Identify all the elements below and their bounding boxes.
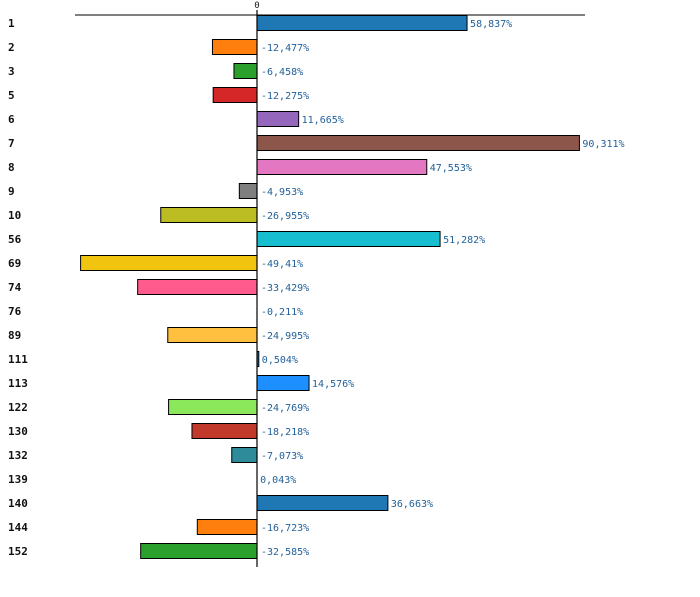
- bars-group: 1 58,837% 2 -12,477% 3 -6,458% 5 -12,275% 6 11,66…: [8, 15, 625, 559]
- bar: [191, 423, 258, 439]
- category-label: 132: [8, 449, 28, 462]
- value-label: -32,585%: [261, 547, 309, 558]
- value-label: -24,995%: [261, 331, 309, 342]
- value-label: -49,41%: [261, 259, 303, 270]
- bar: [256, 495, 389, 511]
- value-label: -16,723%: [261, 523, 309, 534]
- value-label: -33,429%: [261, 283, 309, 294]
- category-label: 6: [8, 113, 15, 126]
- bar: [256, 231, 441, 247]
- category-label: 56: [8, 233, 22, 246]
- bar: [167, 327, 258, 343]
- category-label: 89: [8, 329, 21, 342]
- bar: [137, 279, 258, 295]
- bar: [233, 63, 258, 79]
- bar: [212, 87, 258, 103]
- bar: [231, 447, 258, 463]
- bar: [256, 15, 468, 31]
- category-label: 1: [8, 17, 15, 30]
- value-label: -0,211%: [261, 307, 303, 318]
- category-label: 3: [8, 65, 15, 78]
- bar: [196, 519, 258, 535]
- category-label: 76: [8, 305, 22, 318]
- value-label: 58,837%: [470, 19, 512, 30]
- category-label: 111: [8, 353, 28, 366]
- category-label: 5: [8, 89, 15, 102]
- category-label: 122: [8, 401, 28, 414]
- value-label: 90,311%: [582, 139, 624, 150]
- value-label: 47,553%: [430, 163, 472, 174]
- category-label: 113: [8, 377, 28, 390]
- bar: [140, 543, 258, 559]
- value-label: 0,504%: [262, 355, 298, 366]
- category-label: 74: [8, 281, 22, 294]
- value-label: -24,769%: [261, 403, 309, 414]
- category-label: 10: [8, 209, 21, 222]
- bar: [256, 135, 580, 151]
- bar: [160, 207, 258, 223]
- bar: [168, 399, 258, 415]
- category-label: 7: [8, 137, 15, 150]
- value-label: -6,458%: [261, 67, 303, 78]
- category-label: 2: [8, 41, 15, 54]
- value-label: 14,576%: [312, 379, 354, 390]
- value-label: 51,282%: [443, 235, 485, 246]
- category-label: 140: [8, 497, 28, 510]
- category-label: 130: [8, 425, 28, 438]
- value-label: -4,953%: [261, 187, 303, 198]
- category-label: 152: [8, 545, 28, 558]
- value-label: -18,218%: [261, 427, 309, 438]
- value-label: -12,275%: [261, 91, 309, 102]
- value-label: 11,665%: [302, 115, 344, 126]
- value-label: -26,955%: [261, 211, 309, 222]
- bar: [238, 183, 258, 199]
- bar: [256, 111, 300, 127]
- bar: [80, 255, 258, 271]
- bar: [211, 39, 258, 55]
- category-label: 8: [8, 161, 15, 174]
- value-label: -7,073%: [261, 451, 303, 462]
- zero-tick-label: 0: [254, 1, 259, 11]
- category-label: 69: [8, 257, 21, 270]
- value-label: 0,043%: [260, 475, 296, 486]
- category-label: 144: [8, 521, 28, 534]
- bar: [256, 159, 428, 175]
- bar: [256, 375, 310, 391]
- category-label: 9: [8, 185, 15, 198]
- value-label: -12,477%: [261, 43, 309, 54]
- category-label: 139: [8, 473, 28, 486]
- value-label: 36,663%: [391, 499, 433, 510]
